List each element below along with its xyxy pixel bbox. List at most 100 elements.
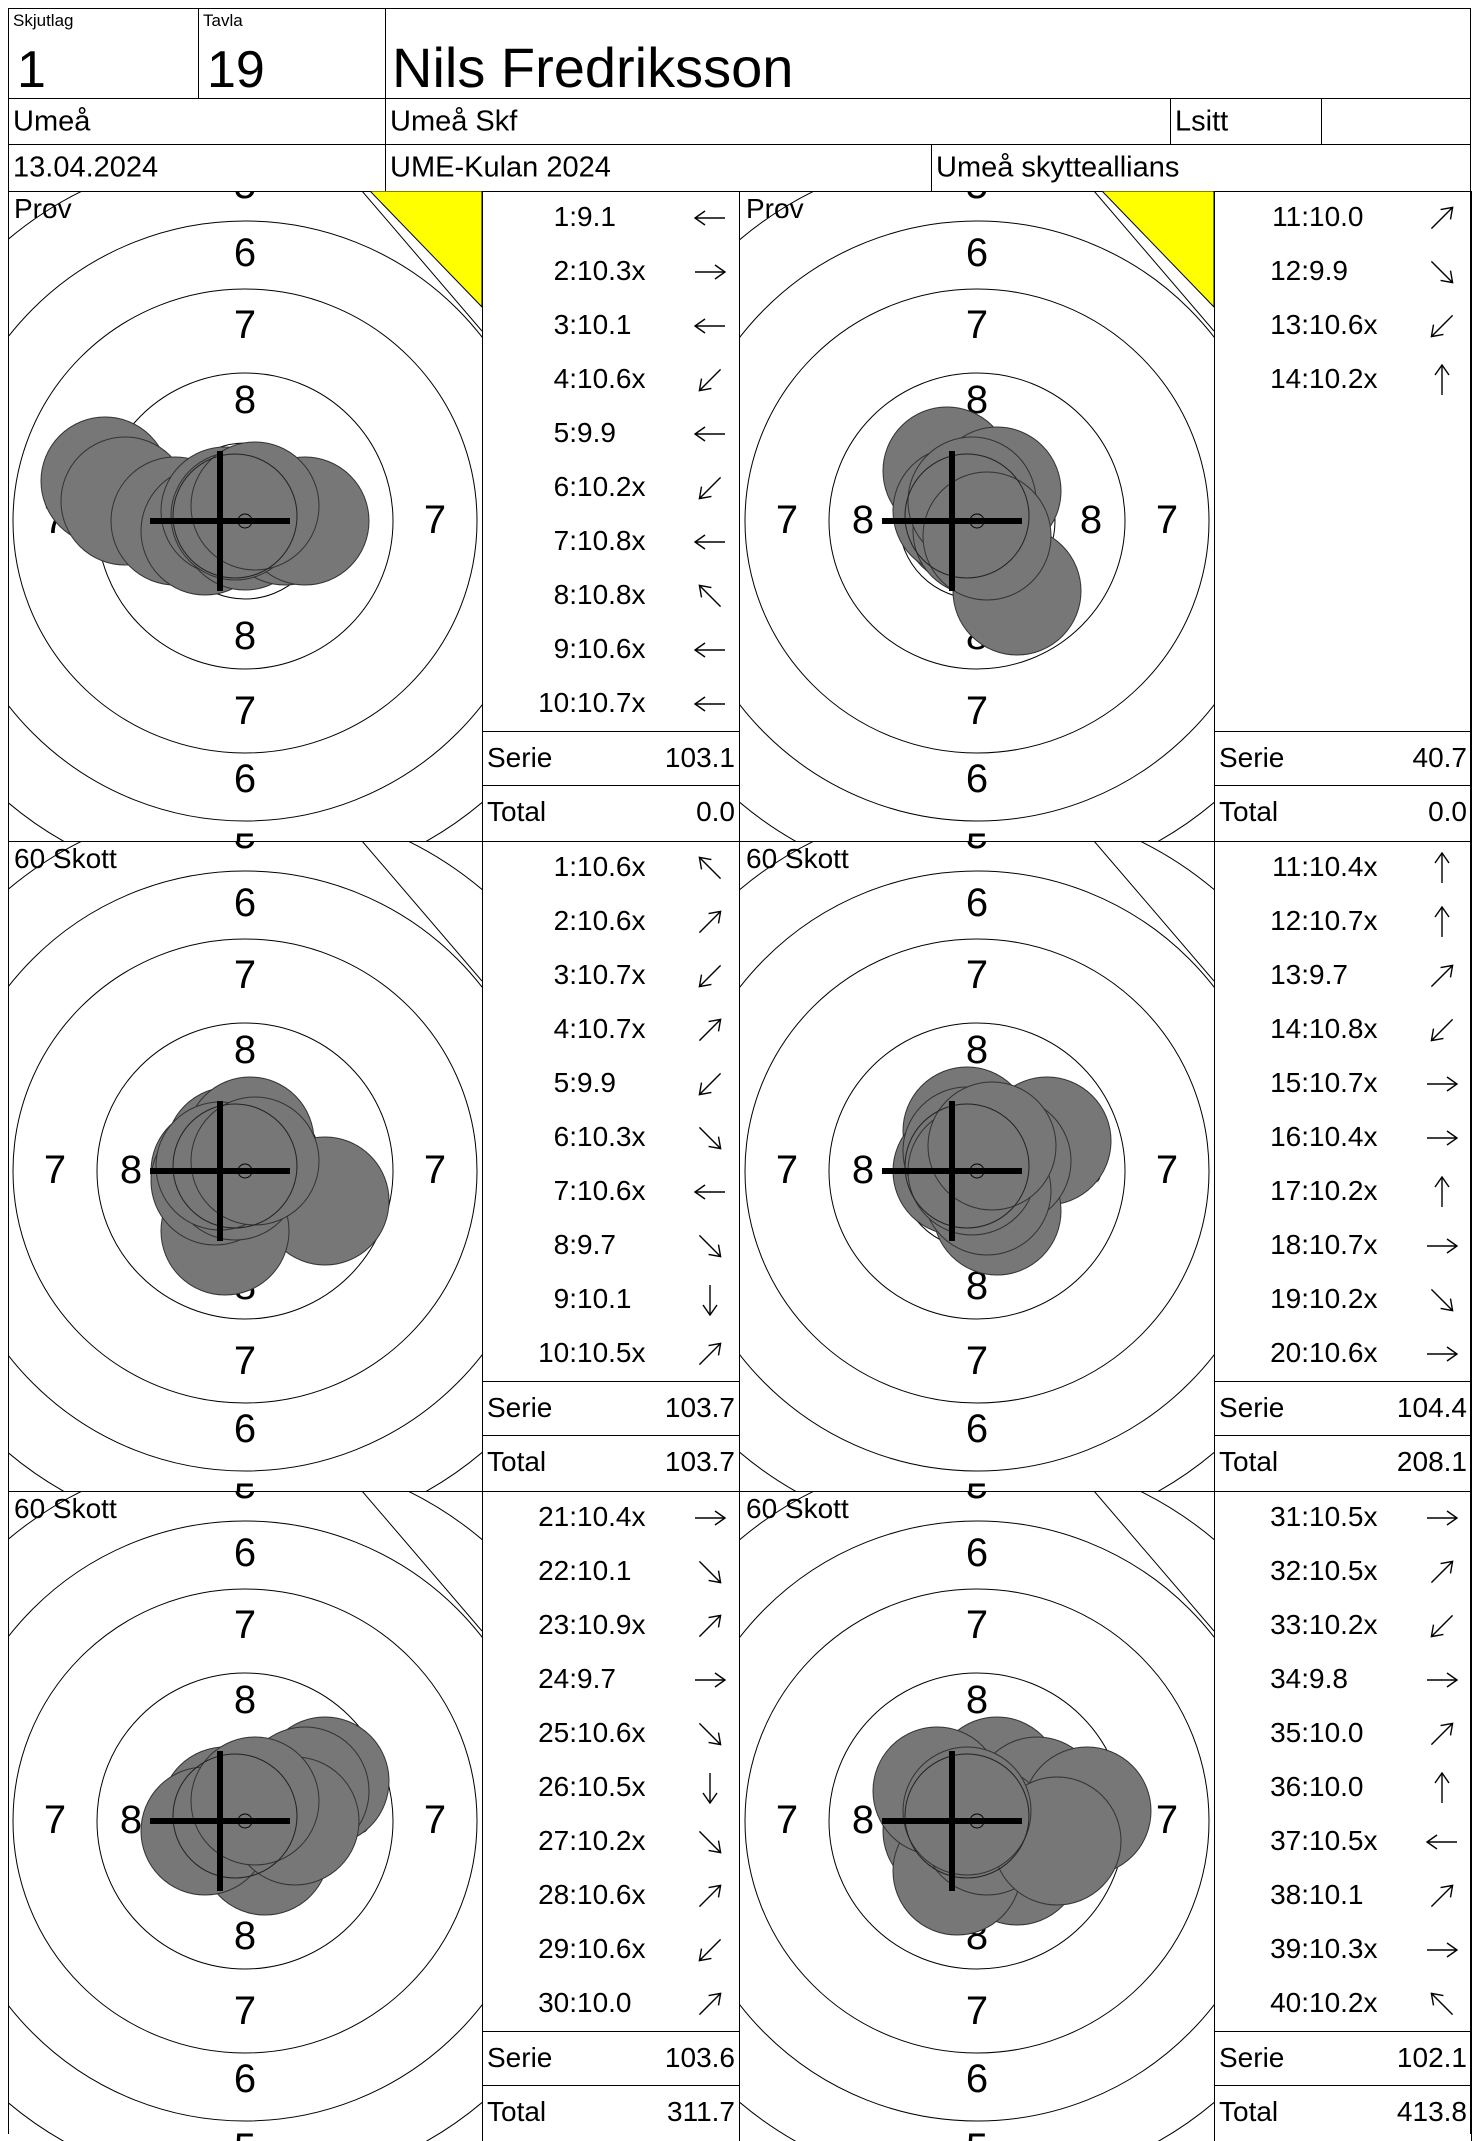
- shot-number: 7:: [553, 525, 577, 556]
- shot-number: 36:: [1270, 1771, 1309, 1802]
- shot-number: 9:: [553, 633, 577, 664]
- skjutlag-cell: Skjutlag 1: [8, 8, 199, 99]
- total-row: Total 208.1: [1215, 1435, 1471, 1490]
- shot-number: 6:: [553, 471, 577, 502]
- panel-label: 60 Skott: [14, 1493, 117, 1524]
- shot-number: 2:: [553, 905, 577, 936]
- ring-number: 8: [1080, 498, 1102, 542]
- direction-arrow-icon: [698, 1126, 722, 1150]
- competition-value: UME-Kulan 2024: [390, 151, 611, 184]
- shot-row: 4: 10.6x: [483, 353, 739, 407]
- organizer-value: Umeå skytteallians: [936, 151, 1180, 184]
- shot-number: 12:: [1270, 255, 1309, 286]
- target-svg: 567887657887: [8, 191, 482, 841]
- shot-row: 5: 9.9: [483, 407, 739, 461]
- place-value: Umeå: [13, 105, 91, 137]
- ring-number: 6: [966, 1407, 988, 1451]
- shot-number: 8:: [553, 1229, 577, 1260]
- direction-arrow-icon: [1434, 1771, 1450, 1803]
- shot-row: 8: 9.7: [483, 1219, 739, 1273]
- direction-arrow-icon: [1430, 260, 1454, 284]
- tavla-label: Tavla: [203, 11, 243, 30]
- shot-value: 10.8x: [577, 525, 646, 556]
- shot-row: 36: 10.0: [1215, 1761, 1471, 1815]
- ring-number: 8: [852, 1148, 874, 1192]
- total-row: Total 103.7: [483, 1435, 739, 1490]
- sighter-flag: [1101, 191, 1214, 308]
- ring-number: 7: [234, 1339, 256, 1383]
- direction-arrow-icon: [693, 318, 725, 334]
- direction-arrow-icon: [695, 1672, 727, 1688]
- ring-number: 7: [234, 1603, 256, 1647]
- ring-number: 8: [234, 378, 256, 422]
- shot-value: 10.3x: [577, 255, 646, 286]
- corner-line: [1093, 191, 1214, 332]
- shot-value: 10.7x: [577, 959, 646, 990]
- direction-arrow-icon: [1427, 1672, 1459, 1688]
- direction-arrow-icon: [693, 696, 725, 712]
- shot-value: 10.7x: [577, 1013, 646, 1044]
- direction-arrow-icon: [1425, 1834, 1457, 1850]
- shot-row: 39: 10.3x: [1215, 1923, 1471, 1977]
- serie-value: 103.6: [664, 2042, 735, 2073]
- shot-value: 9.7: [577, 1229, 616, 1260]
- mean-crosshair: [882, 1751, 1022, 1891]
- shot-number: 33:: [1270, 1609, 1309, 1640]
- shot-number: 19:: [1270, 1283, 1309, 1314]
- shot-number: 23:: [538, 1609, 577, 1640]
- shot-value: 10.0: [1309, 1717, 1364, 1748]
- serie-label: Serie: [487, 2042, 553, 2073]
- hole-outline: [904, 1753, 1030, 1879]
- direction-arrow-icon: [693, 642, 725, 658]
- shot-row: 21: 10.4x: [483, 1491, 739, 1545]
- total-value: 311.7: [667, 2096, 735, 2127]
- shot-value: 10.0: [1309, 201, 1364, 232]
- shot-row: 6: 10.2x: [483, 461, 739, 515]
- shot-number: 15:: [1270, 1067, 1309, 1098]
- direction-arrow-icon: [698, 1342, 722, 1366]
- direction-arrow-icon: [695, 1510, 727, 1526]
- panel-label: 60 Skott: [14, 843, 117, 874]
- grid-border: [8, 191, 1471, 2134]
- organizer-cell: Umeå skytteallians: [931, 144, 1471, 192]
- club-cell: Umeå Skf: [385, 98, 1171, 145]
- shot-row: 1: 10.6x: [483, 841, 739, 895]
- ring-number: 8: [852, 498, 874, 542]
- serie-label: Serie: [487, 742, 553, 773]
- shot-number: 10:: [538, 1337, 577, 1368]
- shot-value: 10.6x: [577, 1175, 646, 1206]
- ring-number: 6: [966, 2057, 988, 2101]
- shot-number: 38:: [1270, 1879, 1309, 1910]
- shot-value: 10.6x: [577, 363, 646, 394]
- direction-arrow-icon: [698, 584, 722, 608]
- ring-number: 5: [234, 826, 256, 841]
- shot-number: 14:: [1270, 1013, 1309, 1044]
- ring-number: 7: [776, 498, 798, 542]
- shot-row: 13: 10.6x: [1215, 299, 1471, 353]
- shot-row: 22: 10.1: [483, 1545, 739, 1599]
- shot-value: 10.6x: [577, 1717, 646, 1748]
- shot-number: 39:: [1270, 1933, 1309, 1964]
- direction-arrow-icon: [1430, 1560, 1454, 1584]
- total-row: Total 413.8: [1215, 2085, 1471, 2140]
- ring-6: [8, 220, 482, 822]
- panel-label: 60 Skott: [746, 1493, 849, 1524]
- shot-row: 2: 10.6x: [483, 895, 739, 949]
- direction-arrow-icon: [1427, 1510, 1459, 1526]
- total-label: Total: [487, 796, 547, 827]
- shot-hole: [902, 1746, 1032, 1876]
- target-svg: 567887657887: [740, 841, 1214, 1491]
- ring-number: 5: [966, 1476, 988, 1491]
- shot-number: 30:: [538, 1987, 577, 2018]
- ring-number: 7: [44, 1148, 66, 1192]
- serie-value: 102.1: [1396, 2042, 1467, 2073]
- shot-row: 8: 10.8x: [483, 569, 739, 623]
- ring-7: [744, 938, 1210, 1404]
- shot-value: 9.1: [577, 201, 616, 232]
- mean-crosshair: [882, 1101, 1022, 1241]
- direction-arrow-icon: [1427, 1076, 1459, 1092]
- shot-row: 12: 9.9: [1215, 245, 1471, 299]
- direction-arrow-icon: [1430, 1288, 1454, 1312]
- shot-value: 10.9x: [577, 1609, 646, 1640]
- position-value: Lsitt: [1175, 105, 1229, 137]
